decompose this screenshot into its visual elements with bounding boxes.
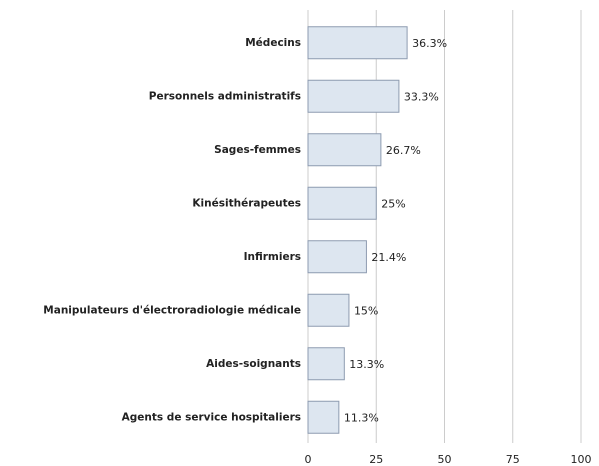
y-tick-label: Infirmiers	[244, 251, 301, 263]
value-label: 15%	[354, 304, 378, 317]
bar	[307, 347, 345, 381]
value-label: 26.7%	[386, 144, 421, 157]
y-tick-label: Manipulateurs d'électroradiologie médica…	[43, 304, 301, 316]
value-label: 13.3%	[349, 358, 384, 371]
x-tick-label: 50	[438, 453, 452, 466]
y-tick-label: Kinésithérapeutes	[192, 197, 301, 209]
x-tick-label: 0	[305, 453, 312, 466]
value-label: 33.3%	[404, 90, 439, 103]
y-tick-label: Agents de service hospitaliers	[122, 411, 301, 423]
bar	[307, 79, 400, 113]
y-tick-label: Sages-femmes	[214, 144, 301, 156]
value-label: 36.3%	[412, 37, 447, 50]
x-tick-label: 100	[571, 453, 592, 466]
bar	[307, 186, 377, 220]
y-tick-label: Médecins	[245, 37, 301, 49]
bar	[307, 400, 340, 434]
y-tick-label: Aides-soignants	[206, 358, 301, 370]
value-label: 21.4%	[371, 251, 406, 264]
bar	[307, 240, 367, 274]
bar	[307, 26, 408, 60]
x-tick-label: 75	[506, 453, 520, 466]
bar	[307, 133, 382, 167]
y-tick-label: Personnels administratifs	[149, 90, 301, 102]
x-tick-label: 25	[369, 453, 383, 466]
bar	[307, 293, 350, 327]
value-label: 25%	[381, 197, 405, 210]
value-label: 11.3%	[344, 411, 379, 424]
